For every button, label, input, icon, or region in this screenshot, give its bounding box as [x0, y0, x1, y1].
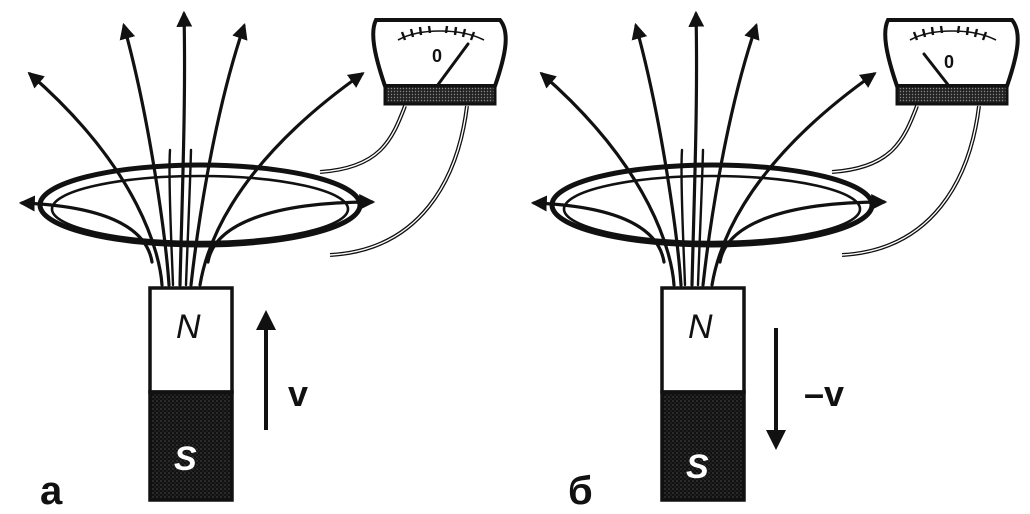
- meter-needle: [922, 52, 951, 88]
- panel-a-artwork: [22, 14, 506, 500]
- velocity-label: –v: [804, 373, 844, 414]
- magnet-south-label: S: [174, 440, 197, 478]
- meter-needle: [435, 42, 470, 88]
- meter-zero-label: 0: [432, 46, 442, 66]
- magnet-south-label: S: [686, 448, 709, 486]
- magnet-north-label: N: [176, 308, 201, 346]
- magnet-north-label: N: [688, 308, 713, 346]
- velocity-label: v: [288, 373, 308, 414]
- meter-zero-label: 0: [944, 52, 954, 72]
- panel-b: 0 N S –v б: [534, 14, 1018, 513]
- panel-label: а: [40, 469, 63, 513]
- panel-label: б: [568, 469, 593, 513]
- panel-a: 0 N S v а: [22, 14, 506, 513]
